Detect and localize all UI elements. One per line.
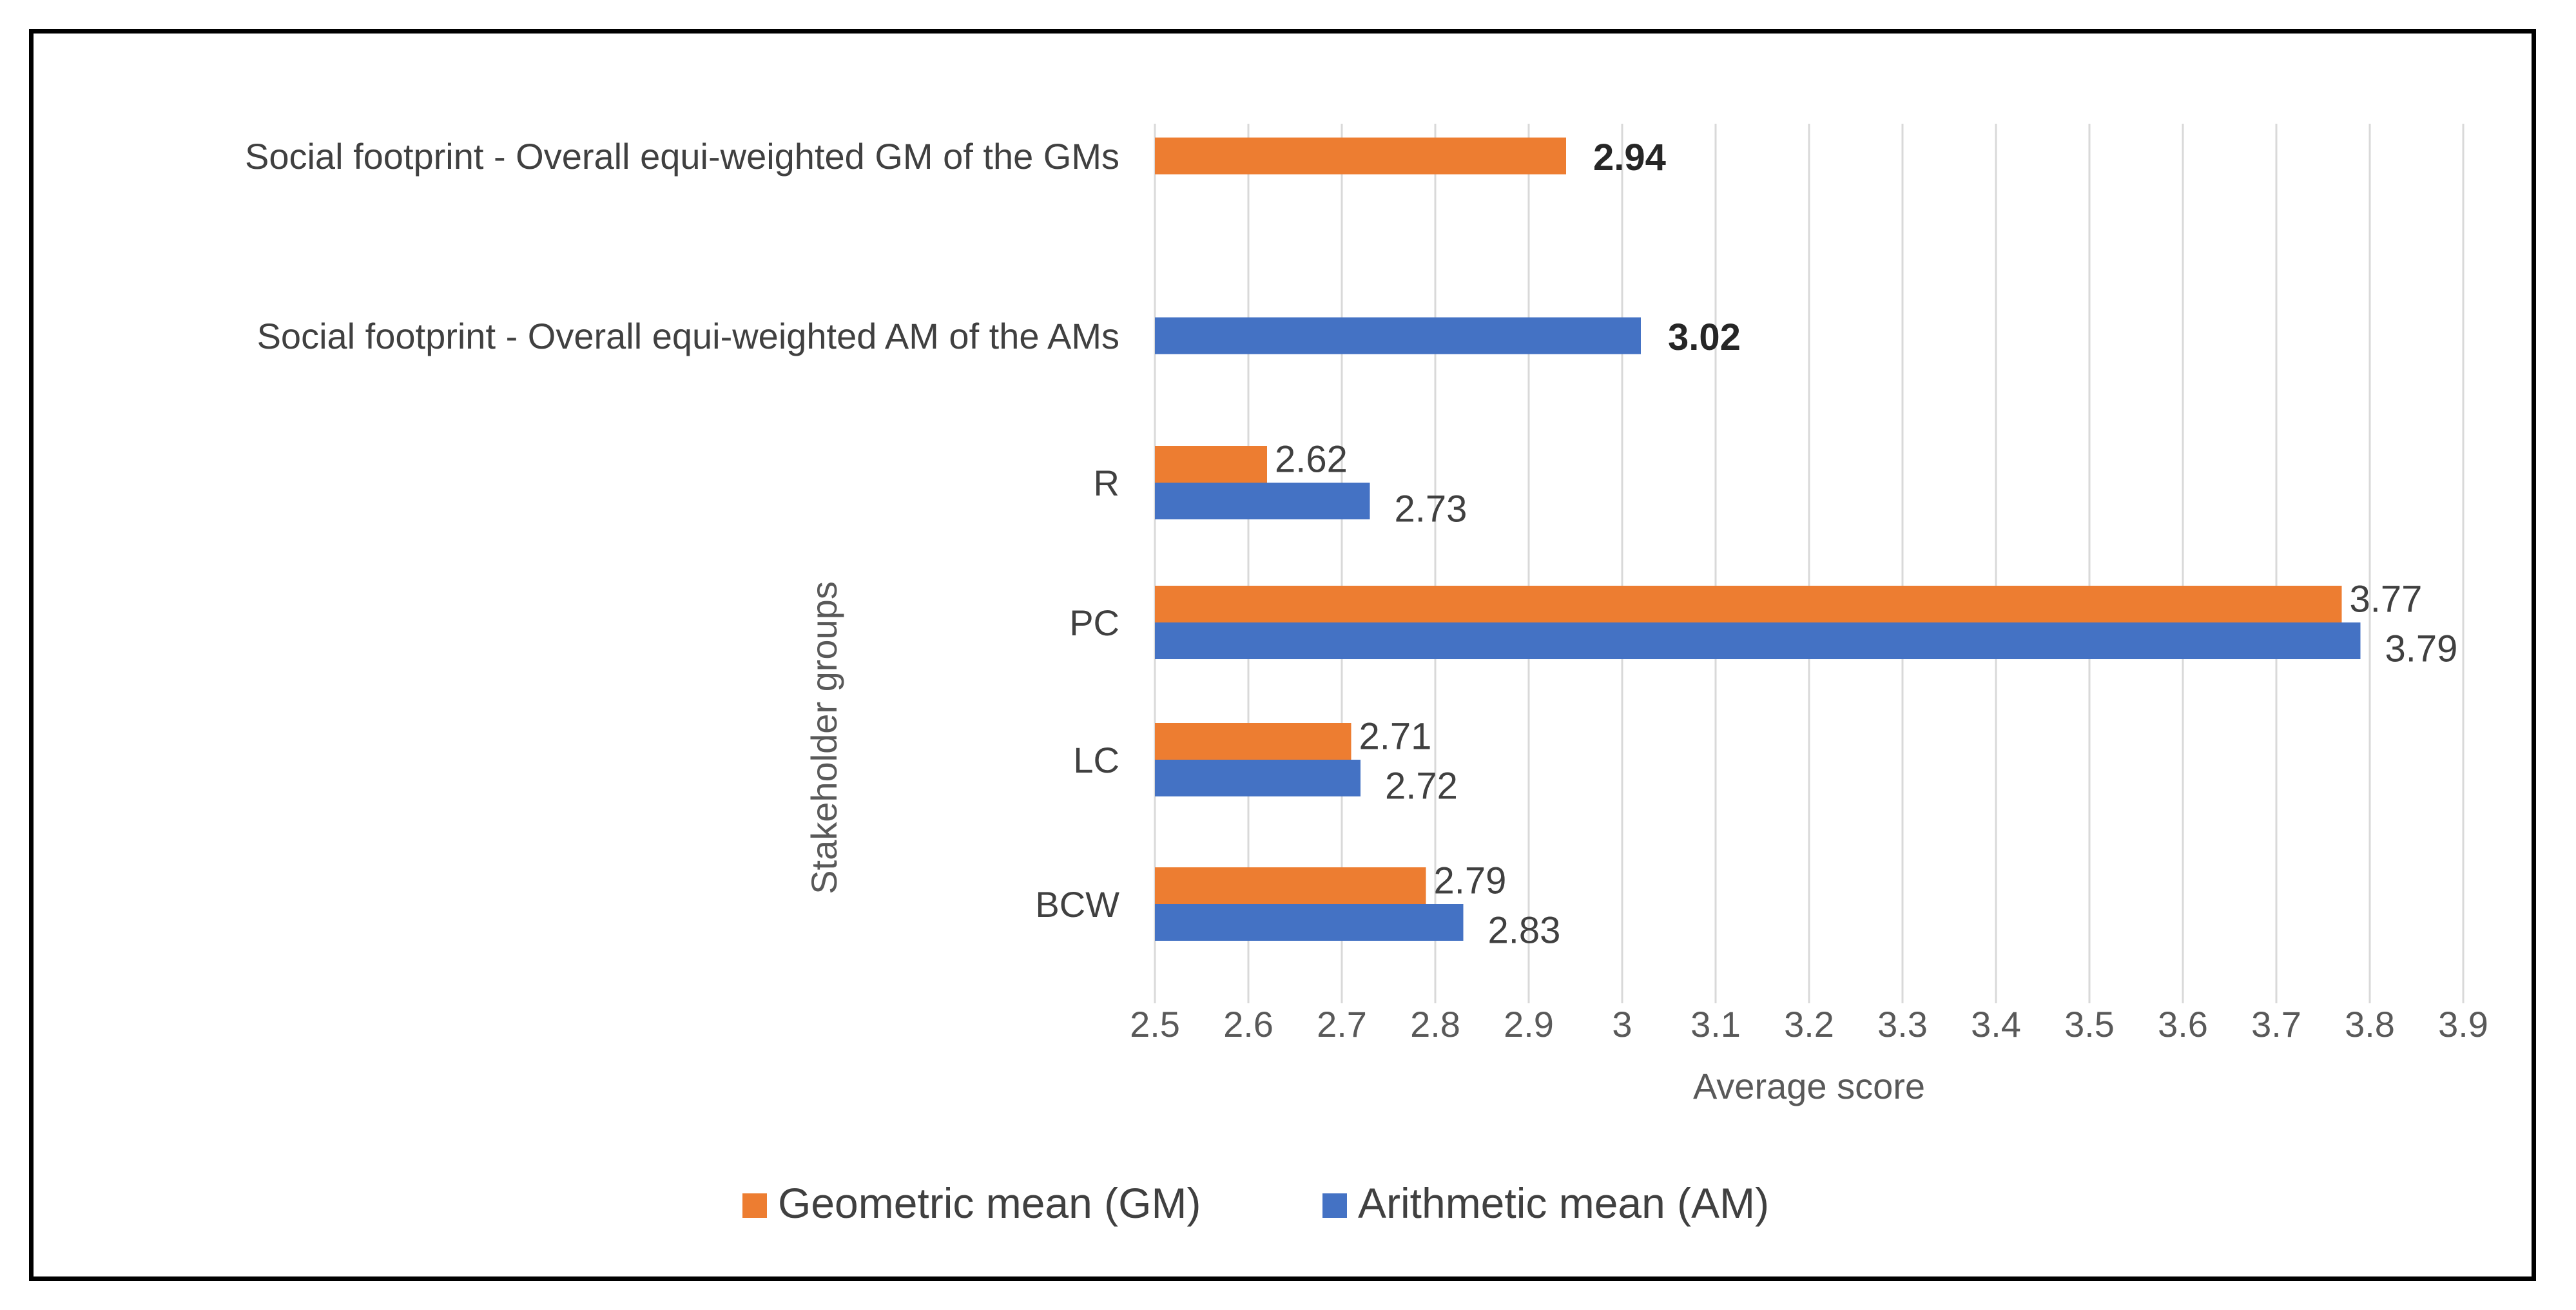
x-tick-label: 2.7 xyxy=(1317,1004,1367,1045)
category-labels: Social footprint - Overall equi-weighted… xyxy=(245,136,1119,925)
data-label: 2.62 xyxy=(1275,439,1348,481)
x-tick-label: 2.5 xyxy=(1130,1004,1180,1045)
legend-swatch-am xyxy=(1322,1193,1347,1218)
category-label: PC xyxy=(1069,602,1119,643)
data-label: 2.73 xyxy=(1395,488,1467,530)
data-label: 3.77 xyxy=(2350,579,2423,621)
x-tick-label: 2.9 xyxy=(1504,1004,1554,1045)
gm-bar xyxy=(1155,446,1267,483)
am-bar xyxy=(1155,904,1464,941)
x-tick-label: 3.2 xyxy=(1784,1004,1834,1045)
category-label: LC xyxy=(1073,740,1119,780)
x-tick-label: 2.8 xyxy=(1410,1004,1460,1045)
legend: Geometric mean (GM) Arithmetic mean (AM) xyxy=(742,1179,1769,1227)
value-labels: 2.94 3.02 2.62 2.73 3.77 3.79 2.71 2.72 2.79 2.83 xyxy=(1275,137,2457,952)
gm-bar xyxy=(1155,867,1426,904)
data-label: 2.72 xyxy=(1385,766,1458,807)
x-tick-label: 3 xyxy=(1612,1004,1632,1045)
x-axis-title: Average score xyxy=(1693,1066,1925,1106)
x-tick-label: 3.5 xyxy=(2064,1004,2115,1045)
data-label: 2.79 xyxy=(1434,860,1507,902)
x-tick-label: 3.7 xyxy=(2251,1004,2301,1045)
am-bar xyxy=(1155,622,2361,659)
category-label: BCW xyxy=(1035,884,1119,925)
legend-label: Geometric mean (GM) xyxy=(778,1179,1201,1227)
x-tick-label: 3.1 xyxy=(1690,1004,1741,1045)
gm-bar xyxy=(1155,723,1351,760)
x-tick-label: 3.8 xyxy=(2345,1004,2395,1045)
data-label: 2.71 xyxy=(1359,716,1432,758)
category-label: Social footprint - Overall equi-weighted… xyxy=(245,136,1119,177)
legend-swatch-gm xyxy=(742,1193,767,1218)
gm-bar xyxy=(1155,586,2342,622)
am-bar xyxy=(1155,760,1361,796)
x-tick-label: 3.3 xyxy=(1877,1004,1928,1045)
bars xyxy=(1155,137,2361,941)
chart: 2.943.022.622.733.773.792.712.722.792.83… xyxy=(245,124,2488,1227)
legend-label: Arithmetic mean (AM) xyxy=(1358,1179,1769,1227)
data-label: 2.83 xyxy=(1488,910,1561,952)
x-tick-label: 3.6 xyxy=(2158,1004,2208,1045)
am-bar xyxy=(1155,317,1641,354)
x-tick-label: 3.4 xyxy=(1971,1004,2021,1045)
x-tick-label: 3.9 xyxy=(2438,1004,2488,1045)
am-bar xyxy=(1155,483,1370,519)
category-label: Social footprint - Overall equi-weighted… xyxy=(257,316,1119,356)
data-label: 3.02 xyxy=(1668,316,1741,358)
x-tick-label: 2.6 xyxy=(1223,1004,1273,1045)
gm-bar xyxy=(1155,137,1566,175)
figure-frame: 2.94 3.02 2.62 2.73 3.77 3.79 2.71 2.72 2.79 2.83… xyxy=(29,29,2536,1281)
data-label: 3.79 xyxy=(2385,628,2458,670)
y-axis-title: Stakeholder groups xyxy=(804,581,844,894)
x-tick-labels: 2.5 2.6 2.7 2.8 2.9 3 3.1 3.2 3.3 3.4 3.5 3.6 3.7 3.8… xyxy=(1130,1004,2488,1045)
gridlines xyxy=(1154,124,2465,1003)
category-label: R xyxy=(1094,463,1119,503)
data-label: 2.94 xyxy=(1593,137,1666,178)
